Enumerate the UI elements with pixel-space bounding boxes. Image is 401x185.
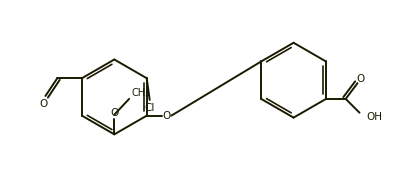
Text: OH: OH [365,112,381,122]
Text: CH₃: CH₃ [131,88,149,98]
Text: O: O [110,108,118,118]
Text: O: O [162,111,170,121]
Text: Cl: Cl [144,103,154,113]
Text: O: O [39,99,47,109]
Text: O: O [355,74,364,84]
